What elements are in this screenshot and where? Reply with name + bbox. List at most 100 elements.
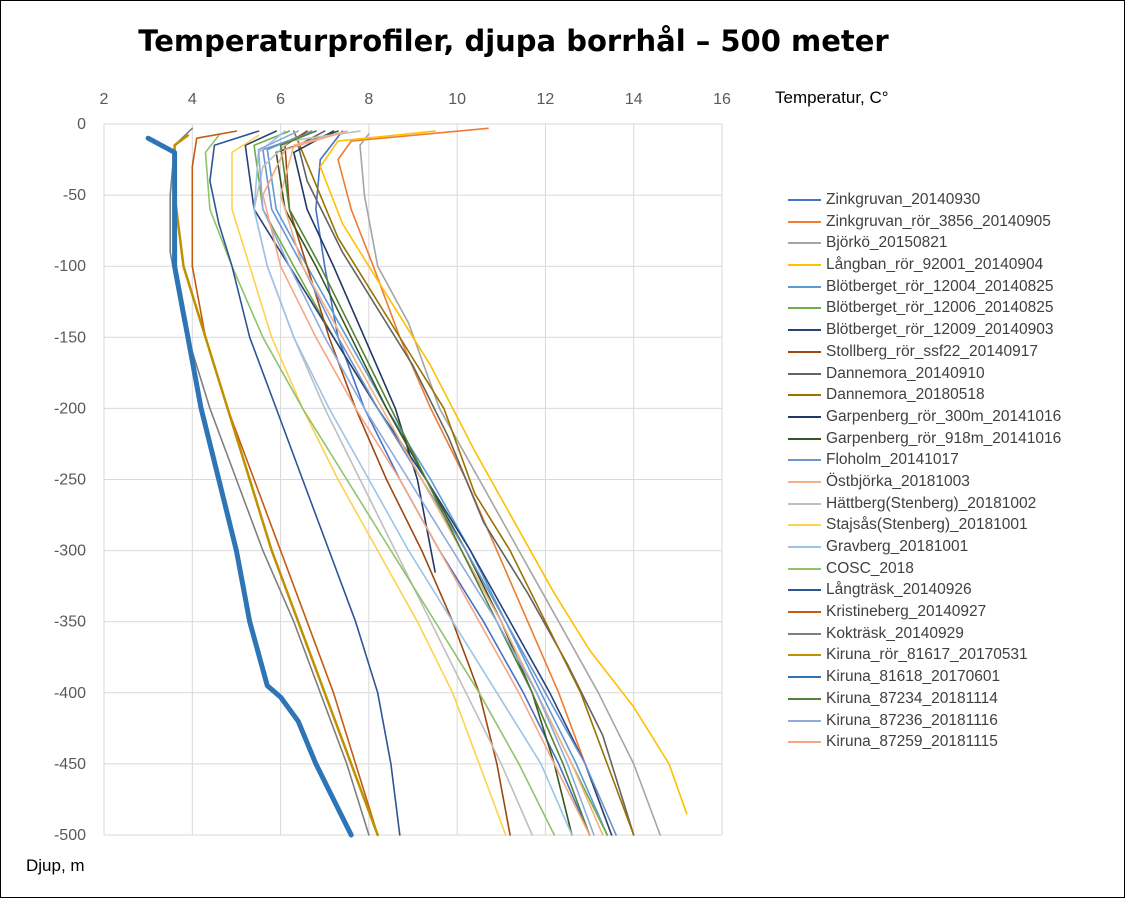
legend-item: Kokträsk_20140929 <box>788 623 1118 645</box>
legend-swatch <box>788 676 821 679</box>
series-line <box>209 130 401 836</box>
y-axis-label: Djup, m <box>26 856 85 875</box>
series-line <box>293 130 635 836</box>
legend-label: Blötberget_rör_12009_20140903 <box>826 321 1054 339</box>
legend-label: Blötberget_rör_12004_20140825 <box>826 277 1054 295</box>
legend-label: Zinkgruvan_rör_3856_20140905 <box>826 212 1051 230</box>
legend-item: Stollberg_rör_ssf22_20140917 <box>788 341 1118 363</box>
y-tick-label: -100 <box>54 258 86 275</box>
series-line <box>284 130 511 836</box>
legend-label: Kiruna_87236_20181116 <box>826 711 998 729</box>
legend-swatch <box>788 307 821 310</box>
series-line <box>262 130 591 836</box>
legend-swatch <box>788 350 821 353</box>
legend-item: Zinkgruvan_20140930 <box>788 189 1118 211</box>
x-tick-label: 10 <box>448 91 466 108</box>
legend-item: Kiruna_rör_81617_20170531 <box>788 644 1118 666</box>
legend-swatch <box>788 654 821 657</box>
legend-item: Långban_rör_92001_20140904 <box>788 254 1118 276</box>
legend-item: Kiruna_81618_20170601 <box>788 666 1118 688</box>
legend-swatch <box>788 199 821 201</box>
series-line <box>145 135 354 838</box>
legend-item: Blötberget_rör_12004_20140825 <box>788 276 1118 298</box>
legend-label: Dannemora_20140910 <box>826 364 985 382</box>
legend-label: Kiruna_87259_20181115 <box>826 733 998 751</box>
x-tick-label: 6 <box>276 91 285 108</box>
legend-swatch <box>788 437 821 440</box>
legend-swatch <box>788 611 821 614</box>
series-line <box>359 133 661 836</box>
legend-swatch <box>788 524 821 527</box>
legend-item: COSC_2018 <box>788 558 1118 580</box>
x-tick-label: 14 <box>625 91 643 108</box>
legend-item: Kiruna_87236_20181116 <box>788 710 1118 732</box>
legend-swatch <box>788 242 821 245</box>
series-line <box>319 130 688 815</box>
y-tick-label: -150 <box>54 329 86 346</box>
legend-label: Långträsk_20140926 <box>826 581 972 599</box>
legend-label: Kokträsk_20140929 <box>826 624 964 642</box>
series-line <box>337 127 613 836</box>
x-tick-label: 16 <box>713 91 731 108</box>
legend-label: Långban_rör_92001_20140904 <box>826 256 1044 274</box>
legend-item: Kiruna_87234_20181114 <box>788 688 1118 710</box>
x-axis-label: Temperatur, C° <box>775 88 889 107</box>
legend-item: Björkö_20150821 <box>788 232 1118 254</box>
legend-label: Kristineberg_20140927 <box>826 603 987 621</box>
y-tick-label: 0 <box>77 116 86 133</box>
series-line <box>279 130 591 836</box>
legend-swatch <box>788 415 821 418</box>
legend-swatch <box>788 220 821 223</box>
series-line <box>253 130 573 836</box>
x-tick-label: 12 <box>537 91 555 108</box>
series-line <box>191 130 379 836</box>
series-line <box>253 130 533 836</box>
series-line <box>297 130 635 836</box>
legend-item: Östbjörka_20181003 <box>788 471 1118 493</box>
legend-swatch <box>788 459 821 462</box>
legend-swatch <box>788 394 821 397</box>
y-tick-label: -350 <box>54 614 86 631</box>
legend-item: Kiruna_87259_20181115 <box>788 731 1118 753</box>
legend-item: Dannemora_20180518 <box>788 384 1118 406</box>
legend: Zinkgruvan_20140930 Zinkgruvan_rör_3856_2… <box>788 189 1118 753</box>
legend-swatch <box>788 719 821 722</box>
legend-item: Blötberget_rör_12006_20140825 <box>788 297 1118 319</box>
legend-label: Stajsås(Stenberg)_20181001 <box>826 516 1028 534</box>
legend-label: Östbjörka_20181003 <box>826 472 970 490</box>
y-tick-label: -500 <box>54 827 86 844</box>
y-tick-label: -250 <box>54 472 86 489</box>
legend-swatch <box>788 480 821 483</box>
legend-item: Långträsk_20140926 <box>788 579 1118 601</box>
legend-label: Hättberg(Stenberg)_20181002 <box>826 494 1037 512</box>
legend-swatch <box>788 264 821 267</box>
legend-swatch <box>788 546 821 548</box>
y-tick-label: -400 <box>54 685 86 702</box>
legend-label: Stollberg_rör_ssf22_20140917 <box>826 342 1038 360</box>
legend-swatch <box>788 372 821 375</box>
x-tick-label: 2 <box>100 91 109 108</box>
legend-item: Garpenberg_rör_300m_20141016 <box>788 406 1118 428</box>
legend-item: Blötberget_rör_12009_20140903 <box>788 319 1118 341</box>
y-tick-label: -200 <box>54 400 86 417</box>
legend-swatch <box>788 632 821 635</box>
legend-label: Kiruna_81618_20170601 <box>826 668 1001 686</box>
legend-item: Stajsås(Stenberg)_20181001 <box>788 514 1118 536</box>
legend-swatch <box>788 329 821 332</box>
legend-item: Zinkgruvan_rör_3856_20140905 <box>788 211 1118 233</box>
legend-label: Kiruna_rör_81617_20170531 <box>826 646 1028 664</box>
legend-item: Gravberg_20181001 <box>788 536 1118 558</box>
legend-swatch <box>788 285 821 288</box>
series-line <box>231 134 507 836</box>
chart-title: Temperaturprofiler, djupa borrhål – 500 … <box>138 24 889 58</box>
legend-label: Blötberget_rör_12006_20140825 <box>826 299 1054 317</box>
x-tick-label: 4 <box>188 91 197 108</box>
legend-item: Garpenberg_rör_918m_20141016 <box>788 428 1118 450</box>
y-tick-label: -300 <box>54 543 86 560</box>
legend-swatch <box>788 502 821 505</box>
series-line <box>275 130 573 836</box>
legend-swatch <box>788 567 821 570</box>
legend-item: Dannemora_20140910 <box>788 363 1118 385</box>
